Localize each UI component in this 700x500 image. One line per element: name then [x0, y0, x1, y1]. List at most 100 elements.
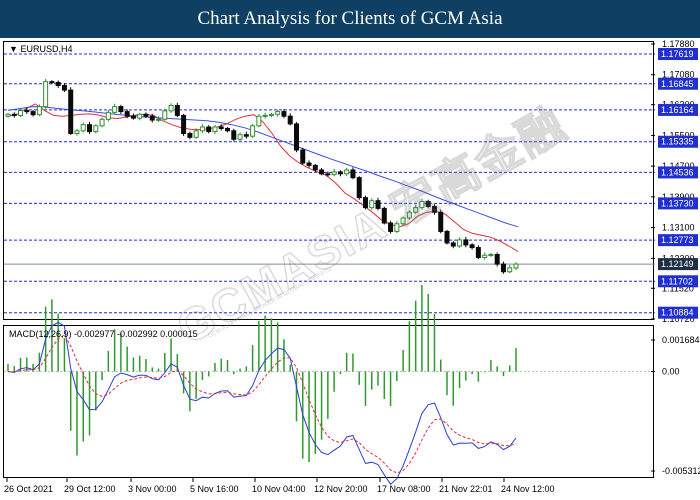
- price-candle: [118, 104, 124, 115]
- price-candle: [199, 124, 205, 134]
- macd-indicator-panel[interactable]: 0.001684 0.00 -0.005312 MACD(12,26,9) -0.0…: [3, 284, 700, 485]
- price-candle: [494, 252, 500, 267]
- macd-axis-tick-label: 0.00: [662, 367, 680, 377]
- level-price-label: 1.13730: [661, 198, 694, 208]
- macd-chart-canvas[interactable]: 0.001684 0.00 -0.005312: [4, 284, 700, 485]
- price-candle: [61, 83, 67, 93]
- price-candle: [513, 262, 519, 271]
- price-candle: [162, 109, 168, 121]
- price-chart-panel[interactable]: 1.178801.170801.163001.155001.147001.139…: [3, 39, 698, 324]
- price-candle: [105, 109, 111, 122]
- price-candle: [262, 112, 268, 119]
- price-candle: [312, 163, 318, 172]
- price-candle: [181, 113, 187, 136]
- page-title: Chart Analysis for Clients of GCM Asia: [197, 8, 503, 29]
- level-price-label: 1.10884: [661, 308, 694, 318]
- price-candle: [425, 199, 431, 209]
- price-candle: [413, 205, 419, 214]
- price-candle: [293, 122, 299, 153]
- price-axis-tick-label: 1.17880: [662, 39, 695, 49]
- price-candle: [18, 107, 24, 118]
- time-axis-tick-label: 10 Nov 04:00: [252, 484, 306, 494]
- level-price-label: 1.12773: [661, 235, 694, 245]
- price-candle: [438, 209, 444, 234]
- price-candle: [268, 112, 274, 118]
- time-axis-tick-label: 21 Nov 22:01: [439, 484, 493, 494]
- price-candle: [381, 206, 387, 225]
- time-axis-tick-label: 12 Nov 20:00: [314, 484, 368, 494]
- level-price-tag: [658, 166, 698, 179]
- price-candle: [394, 221, 400, 234]
- level-price-tag: [658, 103, 698, 116]
- price-candle: [137, 112, 143, 121]
- price-candle: [281, 109, 287, 119]
- level-price-label: 1.14536: [661, 167, 694, 177]
- price-candle: [388, 220, 394, 234]
- price-candle: [187, 131, 193, 140]
- price-candle: [55, 80, 61, 88]
- price-candle: [375, 197, 381, 211]
- price-candle: [74, 129, 80, 136]
- price-candle: [300, 147, 306, 165]
- time-axis-tick-label: 3 Nov 00:00: [128, 484, 177, 494]
- macd-signal-line: [7, 334, 517, 474]
- price-candle: [325, 171, 331, 177]
- level-price-tag: [658, 197, 698, 210]
- price-candle: [80, 122, 86, 133]
- level-price-tag: [658, 48, 698, 61]
- price-candle: [400, 216, 406, 227]
- price-candle: [362, 195, 368, 210]
- price-candle: [331, 168, 337, 177]
- price-candle: [482, 252, 488, 260]
- price-axis-tick-label: 1.13900: [662, 192, 695, 202]
- level-price-label: 1.16845: [661, 79, 694, 89]
- price-candle: [168, 103, 174, 114]
- price-candle: [30, 109, 36, 117]
- price-axis-tick-label: 1.13100: [662, 223, 695, 233]
- price-candle: [143, 112, 149, 118]
- level-price-label: 1.11702: [661, 276, 693, 286]
- price-candle: [87, 121, 93, 135]
- price-candle: [99, 117, 105, 128]
- time-axis-tick-label: 26 Oct 2021: [4, 484, 53, 494]
- level-price-tag: [658, 275, 698, 288]
- price-candle: [193, 128, 199, 139]
- current-price-tag: [658, 258, 698, 271]
- time-axis-tick-label: 29 Oct 12:00: [64, 484, 116, 494]
- level-price-label: 1.16164: [661, 105, 694, 115]
- chevron-down-icon[interactable]: ▼: [9, 44, 18, 54]
- price-candle: [507, 264, 513, 274]
- level-price-tag: [658, 77, 698, 90]
- price-axis-tick-label: 1.14700: [662, 161, 695, 171]
- price-candle: [237, 132, 243, 142]
- price-candle: [231, 128, 237, 142]
- macd-axis-tick-label: -0.005312: [662, 466, 700, 476]
- price-candle: [36, 104, 42, 117]
- price-candle: [488, 252, 494, 258]
- time-axis-tick-label: 5 Nov 16:00: [190, 484, 239, 494]
- price-candle: [356, 176, 362, 200]
- price-candle: [130, 113, 136, 120]
- price-chart-canvas[interactable]: 1.178801.170801.163001.155001.147001.139…: [4, 39, 698, 324]
- slow-moving-average-line: [7, 106, 519, 228]
- price-candle: [463, 236, 469, 248]
- price-candle: [306, 160, 312, 168]
- price-candle: [243, 131, 249, 139]
- level-price-tag: [658, 306, 698, 319]
- price-candle: [149, 113, 155, 123]
- price-candle: [275, 109, 281, 117]
- symbol-label: EURUSD,H4: [20, 44, 73, 54]
- price-candle: [457, 237, 463, 248]
- price-candle: [93, 124, 99, 134]
- price-candle: [250, 124, 256, 139]
- price-axis-tick-label: 1.17080: [662, 70, 695, 80]
- price-candle: [174, 102, 180, 118]
- price-candle: [419, 198, 425, 210]
- current-price-label: 1.12149: [661, 259, 694, 269]
- price-axis-tick-label: 1.11520: [662, 283, 694, 293]
- price-candle: [431, 204, 437, 215]
- price-candle: [218, 124, 224, 131]
- price-candle: [11, 112, 17, 118]
- price-candle: [444, 229, 450, 245]
- price-candle: [49, 80, 55, 85]
